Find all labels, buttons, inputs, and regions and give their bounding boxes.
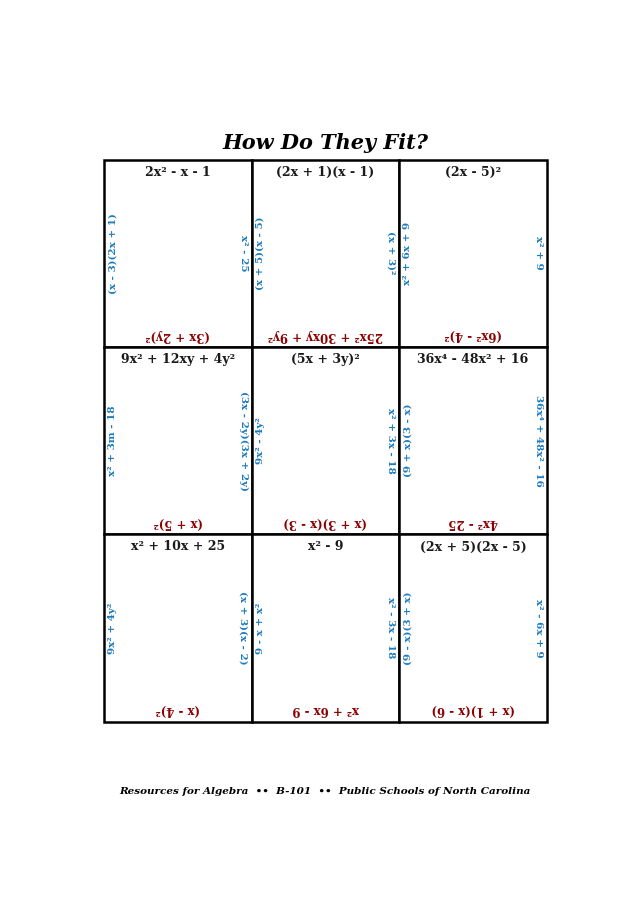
Bar [104, 534, 251, 721]
Bar [251, 534, 399, 721]
Text: (x + 3)(x - 2): (x + 3)(x - 2) [239, 591, 248, 664]
Text: (x + 1)(x - 6): (x + 1)(x - 6) [431, 703, 515, 716]
Text: (3x + 2y)²: (3x + 2y)² [145, 328, 210, 342]
Bar [399, 534, 547, 721]
Text: (3x - 2y)(3x + 2y): (3x - 2y)(3x + 2y) [239, 391, 248, 491]
Bar [399, 347, 547, 534]
Text: x² + 6x - 9: x² + 6x - 9 [292, 703, 359, 716]
Text: (x + 3)(x - 3): (x + 3)(x - 3) [284, 516, 367, 529]
Text: x² - 3x - 18: x² - 3x - 18 [386, 597, 395, 659]
Text: (x + 5)²: (x + 5)² [153, 516, 203, 529]
Bar [399, 160, 547, 347]
Text: x² + 6x + 9: x² + 6x + 9 [403, 221, 412, 285]
Text: x² - 9: x² - 9 [308, 540, 343, 553]
Text: (6x² - 4)²: (6x² - 4)² [444, 328, 502, 342]
Text: x² + 3m - 18: x² + 3m - 18 [108, 405, 117, 476]
Text: (2x + 5)(2x - 5): (2x + 5)(2x - 5) [420, 540, 526, 553]
Text: 4x² - 25: 4x² - 25 [448, 516, 498, 529]
Text: (2x + 1)(x - 1): (2x + 1)(x - 1) [276, 165, 375, 178]
Text: 2x² - x - 1: 2x² - x - 1 [145, 165, 211, 178]
Text: (2x - 5)²: (2x - 5)² [445, 165, 501, 178]
Bar [104, 160, 251, 347]
Text: (x - 4)²: (x - 4)² [156, 703, 200, 716]
Text: How Do They Fit?: How Do They Fit? [222, 132, 428, 153]
Text: 9x² - 4y²: 9x² - 4y² [256, 417, 265, 464]
Text: 25x² + 30xy + 9y²: 25x² + 30xy + 9y² [268, 328, 383, 342]
Text: 36x⁴ + 48x² - 16: 36x⁴ + 48x² - 16 [533, 394, 543, 486]
Bar [104, 347, 251, 534]
Text: Resources for Algebra  ••  B-101  ••  Public Schools of North Carolina: Resources for Algebra •• B-101 •• Public… [119, 788, 531, 797]
Text: (5x + 3y)²: (5x + 3y)² [291, 353, 360, 366]
Text: 9 - x + x²: 9 - x + x² [256, 602, 265, 653]
Text: 9x² + 4y²: 9x² + 4y² [108, 602, 117, 653]
Text: (x + 3)²: (x + 3)² [386, 232, 395, 275]
Text: (x - 3)(2x + 1): (x - 3)(2x + 1) [108, 213, 117, 294]
Text: x² + 9: x² + 9 [533, 236, 543, 270]
Text: (x + 5)(x - 5): (x + 5)(x - 5) [256, 217, 265, 290]
Bar [251, 347, 399, 534]
Text: x² - 6x + 9: x² - 6x + 9 [533, 598, 543, 657]
Bar [251, 160, 399, 347]
Text: x² + 10x + 25: x² + 10x + 25 [131, 540, 225, 553]
Text: 36x⁴ - 48x² + 16: 36x⁴ - 48x² + 16 [417, 353, 528, 366]
Text: x² + 3x - 18: x² + 3x - 18 [386, 408, 395, 473]
Text: 9x² + 12xy + 4y²: 9x² + 12xy + 4y² [121, 353, 235, 366]
Text: x² - 25: x² - 25 [239, 235, 248, 271]
Text: (9 + x)(3 - x): (9 + x)(3 - x) [403, 403, 412, 477]
Text: (9 - x)(3 + x): (9 - x)(3 + x) [403, 591, 412, 664]
